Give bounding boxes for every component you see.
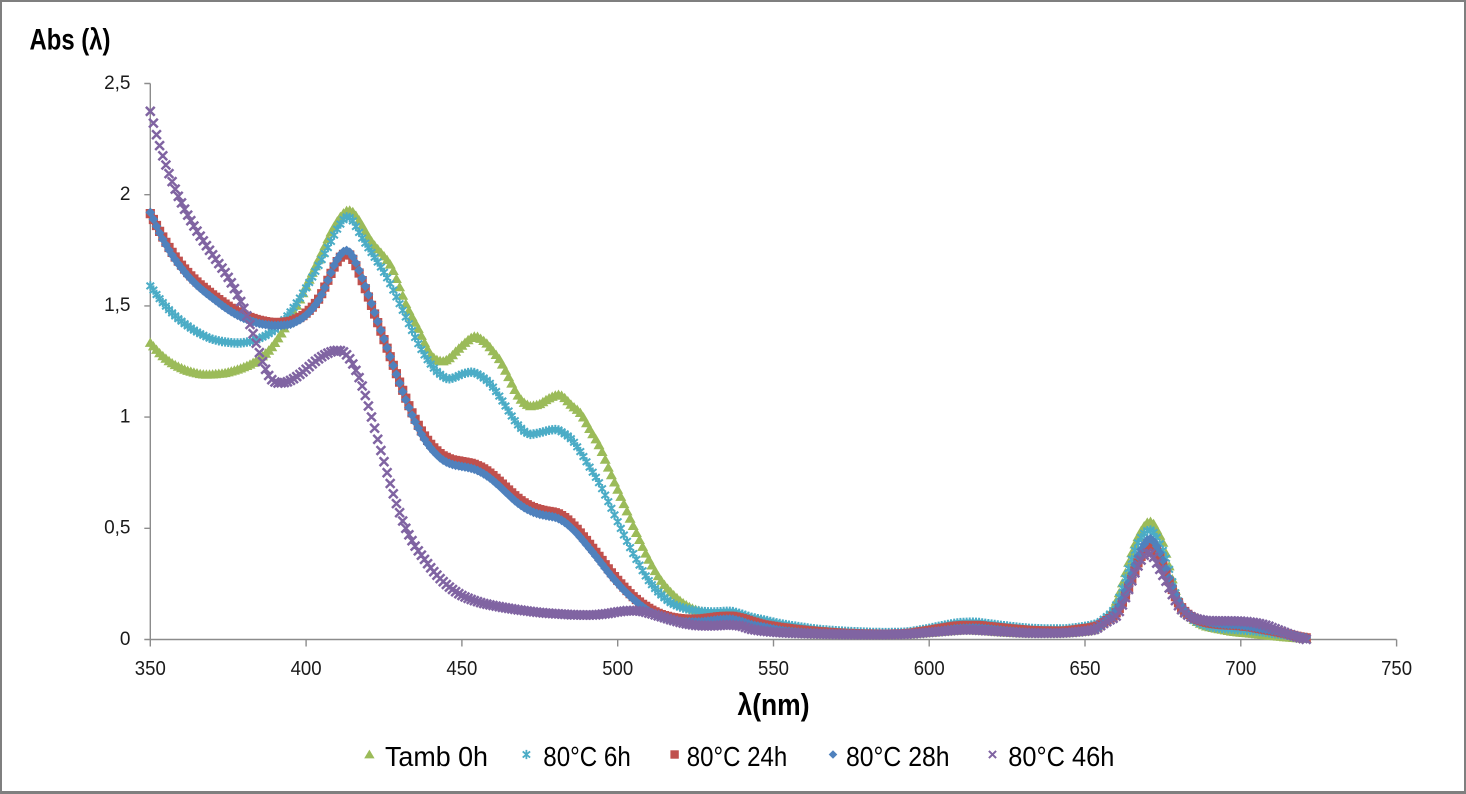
svg-text:550: 550 (758, 658, 789, 680)
svg-text:650: 650 (1070, 658, 1101, 680)
svg-text:80°C 46h: 80°C 46h (1008, 741, 1114, 772)
svg-text:1,5: 1,5 (104, 295, 130, 316)
svg-text:λ(nm): λ(nm) (738, 687, 810, 722)
svg-text:500: 500 (602, 658, 633, 680)
svg-text:0,5: 0,5 (104, 518, 130, 539)
svg-text:80°C 6h: 80°C 6h (543, 741, 631, 772)
svg-text:400: 400 (291, 658, 322, 680)
svg-text:80°C 28h: 80°C 28h (846, 741, 950, 772)
svg-text:2: 2 (120, 184, 131, 205)
svg-text:600: 600 (914, 658, 945, 680)
svg-text:450: 450 (446, 658, 477, 680)
svg-text:80°C 24h: 80°C 24h (687, 741, 788, 772)
svg-text:Tamb 0h: Tamb 0h (385, 741, 488, 772)
svg-text:750: 750 (1381, 658, 1412, 680)
svg-text:2,5: 2,5 (104, 73, 130, 94)
svg-text:0: 0 (120, 629, 131, 650)
svg-text:350: 350 (135, 658, 166, 680)
svg-text:1: 1 (120, 406, 131, 427)
svg-text:Abs (λ): Abs (λ) (30, 24, 111, 57)
svg-text:700: 700 (1225, 658, 1256, 680)
